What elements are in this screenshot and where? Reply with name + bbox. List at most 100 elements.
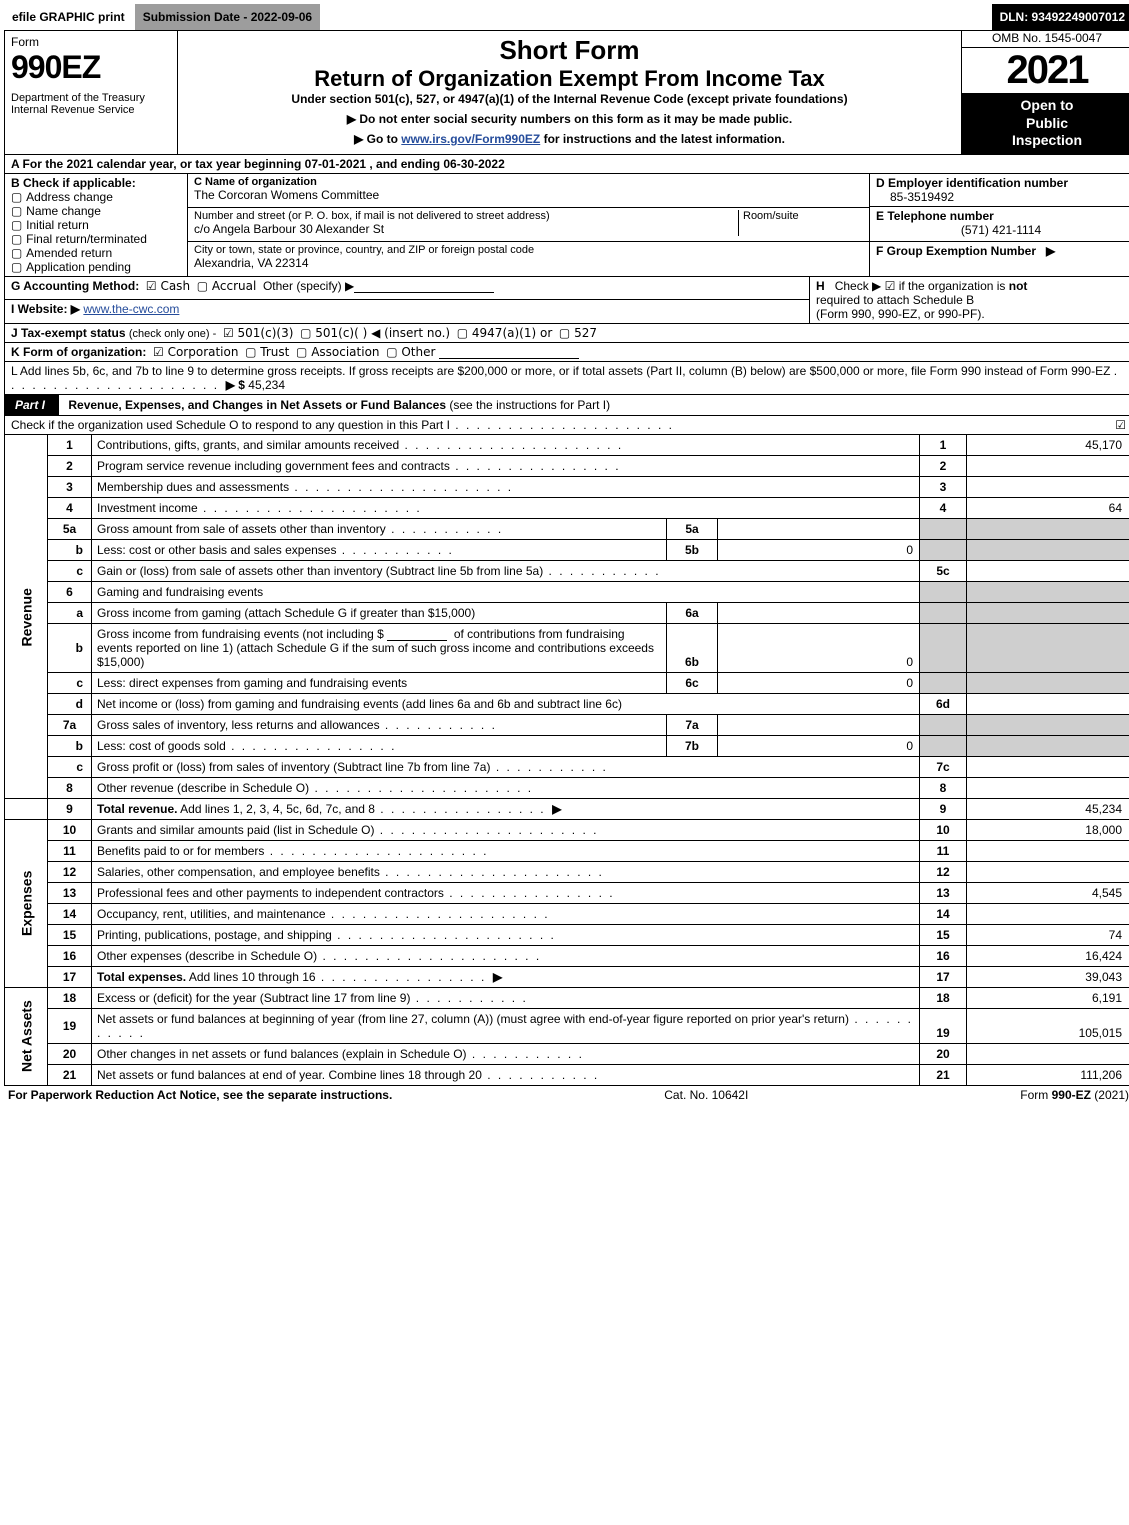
ln18-num: 18 bbox=[48, 987, 92, 1008]
ln6a-val-shade bbox=[967, 602, 1129, 623]
ln17-val: 39,043 bbox=[967, 966, 1129, 987]
ln4-num: 4 bbox=[48, 497, 92, 518]
j-527[interactable]: ▢ 527 bbox=[559, 326, 597, 340]
section-a-tax-year: A For the 2021 calendar year, or tax yea… bbox=[4, 155, 1129, 174]
lines-table: Revenue 1 Contributions, gifts, grants, … bbox=[4, 435, 1129, 1086]
h-text3: (Form 990, 990-EZ, or 990-PF). bbox=[816, 307, 985, 321]
ln6-val-shade bbox=[967, 581, 1129, 602]
ln5a-sublbl: 5a bbox=[667, 518, 718, 539]
ln6a-col-shade bbox=[920, 602, 967, 623]
revenue-vert-label: Revenue bbox=[5, 435, 48, 799]
h-text1: Check ▶ ☑ if the organization is bbox=[835, 279, 1009, 293]
ln9-desc-bold: Total revenue. bbox=[97, 802, 177, 816]
ln9-desc2: Add lines 1, 2, 3, 4, 5c, 6d, 7c, and 8 bbox=[180, 802, 375, 816]
ln6a-subval bbox=[718, 602, 920, 623]
ln7c-val bbox=[967, 756, 1129, 777]
ln16-col: 16 bbox=[920, 945, 967, 966]
ln6c-sublbl: 6c bbox=[667, 672, 718, 693]
ln7b-sublbl: 7b bbox=[667, 735, 718, 756]
ln16-num: 16 bbox=[48, 945, 92, 966]
ln5b-desc: Less: cost or other basis and sales expe… bbox=[97, 543, 336, 557]
k-corp[interactable]: ☑ Corporation bbox=[153, 345, 238, 359]
b-opt-initial-return[interactable]: ▢ Initial return bbox=[11, 218, 181, 232]
ln5b-sublbl: 5b bbox=[667, 539, 718, 560]
ln20-col: 20 bbox=[920, 1043, 967, 1064]
part-i-checkbox[interactable]: ☑ bbox=[1115, 418, 1126, 432]
ln7a-subval bbox=[718, 714, 920, 735]
ln6c-num: c bbox=[48, 672, 92, 693]
ln3-desc: Membership dues and assessments bbox=[97, 480, 289, 494]
ln4-val: 64 bbox=[967, 497, 1129, 518]
ln18-val: 6,191 bbox=[967, 987, 1129, 1008]
b-opt-name-change[interactable]: ▢ Name change bbox=[11, 204, 181, 218]
ln6b-subval: 0 bbox=[718, 623, 920, 672]
h-text2: required to attach Schedule B bbox=[816, 293, 974, 307]
k-trust[interactable]: ▢ Trust bbox=[245, 345, 289, 359]
ln19-num: 19 bbox=[48, 1008, 92, 1043]
open-line3: Inspection bbox=[1012, 132, 1082, 148]
ln5a-val-shade bbox=[967, 518, 1129, 539]
j-4947[interactable]: ▢ 4947(a)(1) or bbox=[457, 326, 553, 340]
ln15-val: 74 bbox=[967, 924, 1129, 945]
ln3-val bbox=[967, 476, 1129, 497]
e-phone-value: (571) 421-1114 bbox=[876, 223, 1126, 237]
j-501c[interactable]: ▢ 501(c)( ) ◀ (insert no.) bbox=[300, 326, 450, 340]
omb-number: OMB No. 1545-0047 bbox=[962, 31, 1129, 48]
ln5c-desc: Gain or (loss) from sale of assets other… bbox=[97, 564, 543, 578]
ln4-col: 4 bbox=[920, 497, 967, 518]
ln11-col: 11 bbox=[920, 840, 967, 861]
ln17-desc-bold: Total expenses. bbox=[97, 970, 186, 984]
ln2-col: 2 bbox=[920, 455, 967, 476]
note-ssn: ▶ Do not enter social security numbers o… bbox=[184, 112, 955, 126]
ln6c-col-shade bbox=[920, 672, 967, 693]
j-501c3[interactable]: ☑ 501(c)(3) bbox=[223, 326, 293, 340]
ln2-val bbox=[967, 455, 1129, 476]
ln10-col: 10 bbox=[920, 819, 967, 840]
section-b-title: B Check if applicable: bbox=[11, 176, 181, 190]
l-value: 45,234 bbox=[248, 378, 285, 392]
k-label: K Form of organization: bbox=[11, 345, 146, 359]
ln6-col-shade bbox=[920, 581, 967, 602]
footer-right: Form 990-EZ (2021) bbox=[1020, 1088, 1129, 1102]
ln7a-desc: Gross sales of inventory, less returns a… bbox=[97, 718, 380, 732]
ln5c-col: 5c bbox=[920, 560, 967, 581]
irs-link[interactable]: www.irs.gov/Form990EZ bbox=[401, 132, 540, 146]
b-opt-final-return[interactable]: ▢ Final return/terminated bbox=[11, 232, 181, 246]
ln11-val bbox=[967, 840, 1129, 861]
ln15-col: 15 bbox=[920, 924, 967, 945]
ln11-desc: Benefits paid to or for members bbox=[97, 844, 264, 858]
open-to-public: Open to Public Inspection bbox=[962, 93, 1129, 154]
g-cash[interactable]: ☑ Cash bbox=[146, 279, 190, 293]
dept-irs: Internal Revenue Service bbox=[11, 104, 171, 116]
ln5c-val bbox=[967, 560, 1129, 581]
ln1-val: 45,170 bbox=[967, 435, 1129, 456]
submission-date: Submission Date - 2022-09-06 bbox=[135, 4, 322, 30]
page-footer: For Paperwork Reduction Act Notice, see … bbox=[4, 1086, 1129, 1104]
ln8-col: 8 bbox=[920, 777, 967, 798]
ln7b-num: b bbox=[48, 735, 92, 756]
ln5c-num: c bbox=[48, 560, 92, 581]
g-other[interactable]: Other (specify) ▶ bbox=[263, 279, 354, 293]
ghijkl-block: G Accounting Method: ☑ Cash ▢ Accrual Ot… bbox=[4, 277, 1129, 395]
i-website-label: I Website: ▶ bbox=[11, 302, 80, 316]
ln5b-subval: 0 bbox=[718, 539, 920, 560]
k-other[interactable]: ▢ Other bbox=[386, 345, 435, 359]
b-opt-application-pending[interactable]: ▢ Application pending bbox=[11, 260, 181, 274]
g-accrual[interactable]: ▢ Accrual bbox=[197, 279, 257, 293]
ln7a-col-shade bbox=[920, 714, 967, 735]
k-assoc[interactable]: ▢ Association bbox=[296, 345, 379, 359]
ln6c-subval: 0 bbox=[718, 672, 920, 693]
ln4-desc: Investment income bbox=[97, 501, 198, 515]
website-link[interactable]: www.the-cwc.com bbox=[83, 302, 179, 316]
topbar-spacer bbox=[322, 4, 991, 30]
ln12-num: 12 bbox=[48, 861, 92, 882]
ln21-desc: Net assets or fund balances at end of ye… bbox=[97, 1068, 482, 1082]
ln6d-desc: Net income or (loss) from gaming and fun… bbox=[97, 697, 622, 711]
b-opt-address-change[interactable]: ▢ Address change bbox=[11, 190, 181, 204]
title-under-section: Under section 501(c), 527, or 4947(a)(1)… bbox=[184, 92, 955, 106]
ln7b-subval: 0 bbox=[718, 735, 920, 756]
b-opt-amended-return[interactable]: ▢ Amended return bbox=[11, 246, 181, 260]
ln12-col: 12 bbox=[920, 861, 967, 882]
j-label: J Tax-exempt status bbox=[11, 326, 126, 340]
ln5b-val-shade bbox=[967, 539, 1129, 560]
